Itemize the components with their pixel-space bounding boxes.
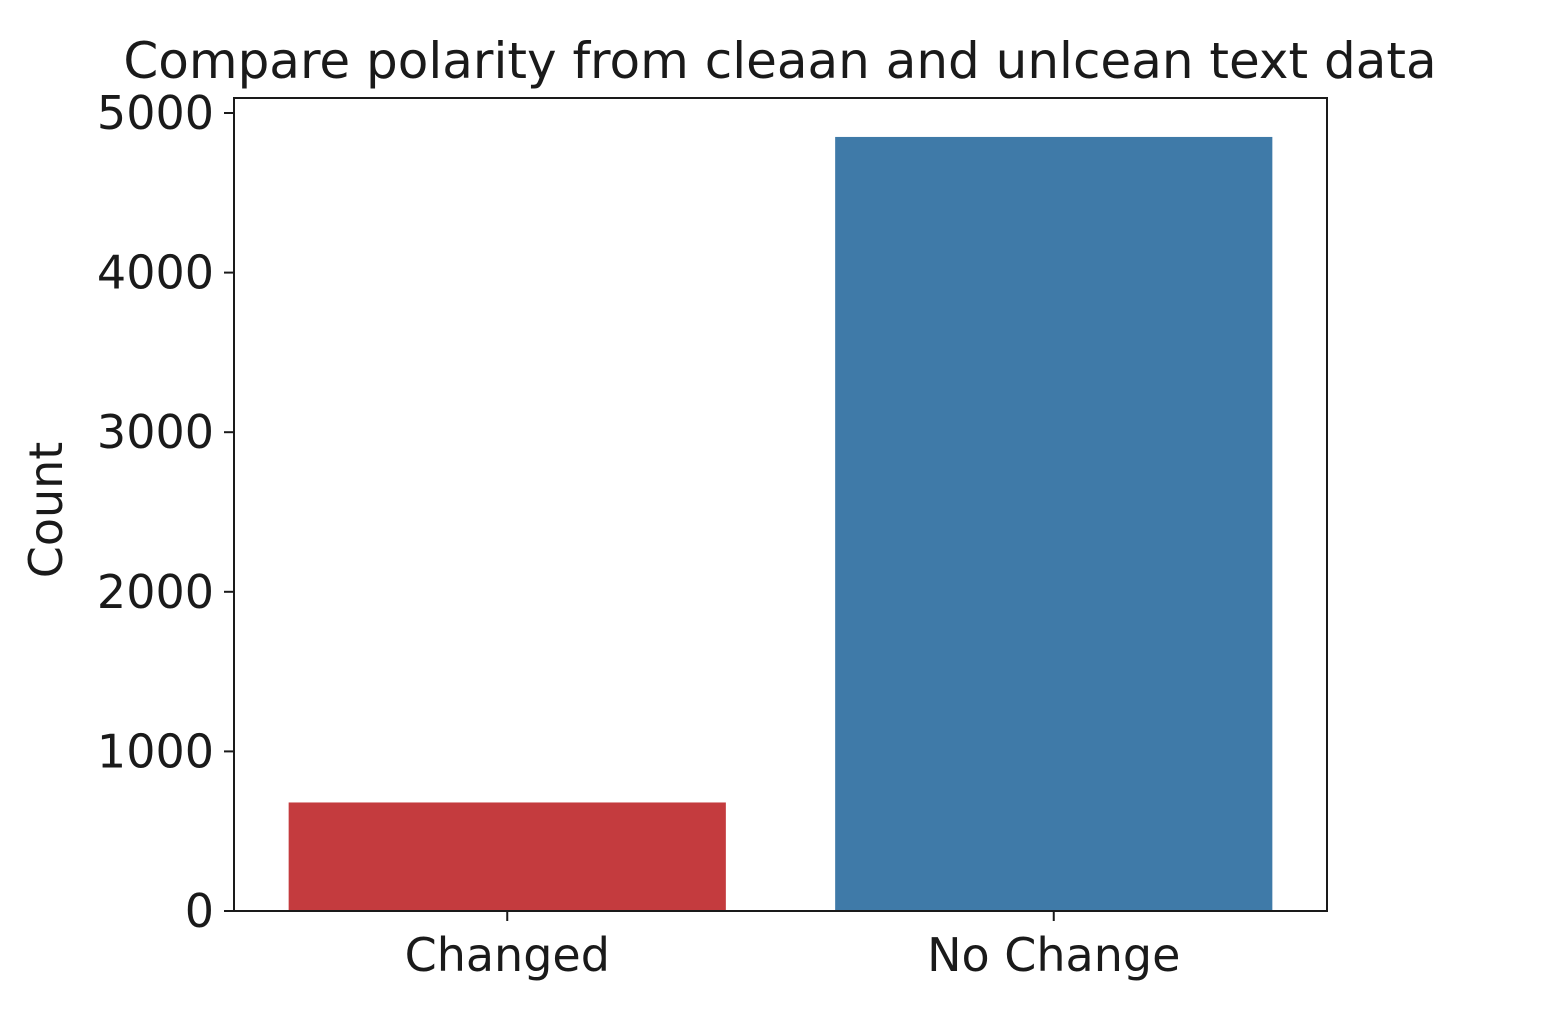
plot-frame <box>233 97 1328 912</box>
bars-layer <box>288 136 1273 911</box>
y-tick-label: 5000 <box>97 86 214 140</box>
y-axis-label: Count <box>19 442 73 579</box>
x-axis-ticks: Changed No Change <box>405 911 1180 982</box>
bar-no-change <box>835 136 1273 911</box>
y-tick-label: 2000 <box>97 565 214 619</box>
chart-title: Compare polarity from cleaan and unlcean… <box>123 32 1436 90</box>
x-tick-label: Changed <box>405 928 610 982</box>
y-tick-label: 4000 <box>97 246 214 300</box>
y-tick-label: 1000 <box>97 724 214 778</box>
x-tick-label: No Change <box>927 928 1180 982</box>
y-axis-ticks: 0 1000 2000 3000 4000 5000 <box>97 86 234 938</box>
y-tick-label: 3000 <box>97 405 214 459</box>
bar-changed <box>288 802 726 911</box>
y-tick-label: 0 <box>185 884 214 938</box>
